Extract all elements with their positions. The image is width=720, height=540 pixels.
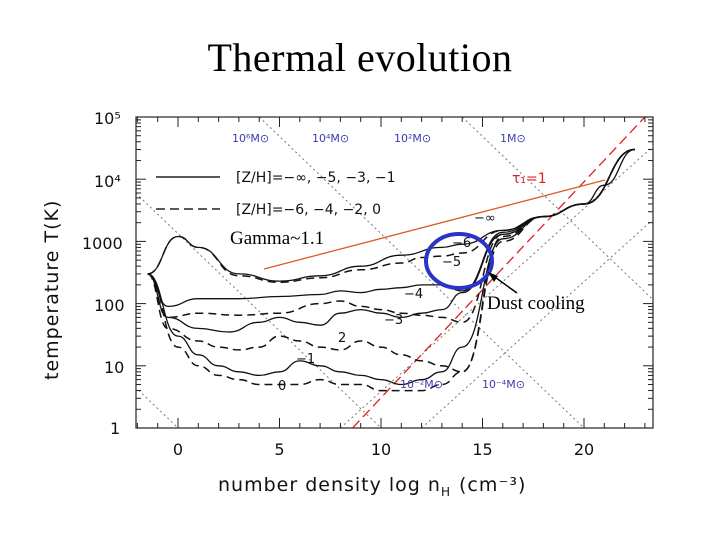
y-axis-label: temperature T(K) [41,200,63,380]
curve-label: −4 [404,287,423,302]
x-tick-label: 0 [173,440,183,459]
series-line [147,148,635,333]
tau-one-line [352,117,646,428]
legend-dashed-label: [Z/H]=−6, −4, −2, 0 [236,202,381,218]
tau-label: τ₁=1 [512,171,547,187]
curve-label: 2 [338,331,346,346]
curve-label: −5 [442,255,461,270]
x-axis-label-main: number density log n [218,474,441,496]
curve-label: −∞ [474,211,496,226]
x-axis-label: number density log nH (cm⁻³) [218,474,526,499]
y-tick-label: 100 [94,296,125,315]
gamma-slope-line [263,179,606,270]
slide-title: Thermal evolution [207,35,513,80]
x-tick-label: 20 [574,440,594,459]
y-tick-label: 10⁴ [94,172,121,191]
arrow-head [488,272,498,282]
y-tick-label: 1000 [82,234,123,253]
jeans-mass-guide [136,192,382,428]
x-axis-label-unit: (cm⁻³) [459,474,526,496]
mass-label-top: 10²M⊙ [394,132,431,145]
y-tick-label: 10 [104,358,124,377]
series-line [147,148,635,386]
curve-label: −6 [452,236,471,251]
mass-label-bottom: 10⁻²M⊙ [400,378,443,391]
x-tick-label: 15 [472,440,492,459]
gamma-annotation: Gamma~1.1 [230,228,324,249]
x-tick-label: 10 [371,440,391,459]
dust-cooling-circle [424,232,494,290]
dust-cooling-annotation: Dust cooling [487,293,585,314]
series-line [147,148,635,373]
x-axis-label-subscript: H [441,485,451,499]
mass-label-bottom: 10⁻⁴M⊙ [482,378,525,391]
jeans-mass-guide [421,218,653,428]
plot-frame [135,116,654,429]
mass-label-top: 1M⊙ [500,132,526,145]
curve-label: 0 [278,379,286,394]
x-tick-label: 5 [274,440,284,459]
mass-label-top: 10⁶M⊙ [232,132,269,145]
mass-label-top: 10⁴M⊙ [312,132,349,145]
y-tick-label: 1 [110,419,120,438]
curve-label: −1 [296,352,315,367]
series-line [147,148,635,392]
legend-solid-label: [Z/H]=−∞, −5, −3, −1 [236,170,396,186]
curve-label: −3 [384,313,403,328]
y-tick-label: 10⁵ [94,109,121,128]
